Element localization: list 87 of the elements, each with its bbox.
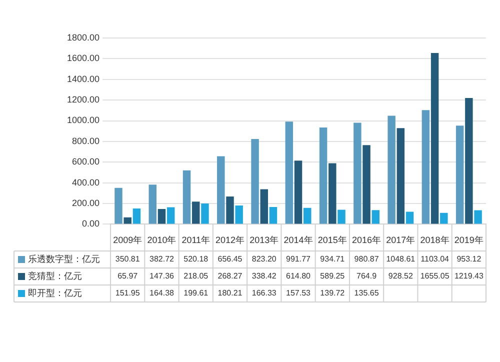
data-label: 589.25	[320, 272, 346, 281]
bar	[182, 170, 191, 224]
data-label: 934.71	[320, 254, 346, 264]
data-label: 147.36	[150, 272, 175, 281]
bar	[328, 163, 336, 224]
data-label: 656.45	[218, 254, 243, 264]
y-tick-label: 600.00	[72, 156, 100, 167]
y-tick-label: 1800.00	[66, 32, 100, 42]
bar	[260, 189, 268, 224]
data-label: 823.20	[252, 254, 277, 264]
y-tick-label: 1400.00	[66, 74, 100, 84]
data-label: 65.97	[118, 272, 138, 281]
bar	[192, 202, 200, 224]
bar	[304, 208, 312, 224]
bar	[440, 212, 448, 224]
bar	[124, 217, 132, 224]
bar	[456, 126, 464, 224]
bar	[269, 206, 278, 224]
data-label: 928.52	[388, 272, 414, 281]
y-tick-label: 1000.00	[66, 115, 100, 126]
bar	[294, 160, 302, 224]
bar	[338, 210, 346, 224]
bar	[148, 184, 156, 224]
bar	[372, 210, 380, 224]
data-label: 1219.43	[454, 272, 484, 281]
x-tick-label: 2011年	[182, 235, 210, 246]
legend-label: 乐透数字型：亿元	[28, 254, 100, 264]
x-tick-label: 2017年	[386, 235, 416, 246]
bar	[166, 207, 175, 224]
x-tick-label: 2019年	[454, 235, 484, 246]
x-tick-label: 2012年	[215, 235, 245, 246]
y-tick-label: 0.00	[82, 218, 100, 229]
y-tick-label: 1200.00	[66, 94, 100, 105]
data-label: 135.65	[354, 288, 380, 298]
x-tick-label: 2016年	[352, 235, 382, 246]
data-label: 164.38	[150, 288, 175, 298]
data-label: 166.33	[252, 288, 277, 298]
y-tick-label: 1600.00	[66, 53, 100, 64]
bar	[406, 212, 414, 224]
x-tick-label: 2018年	[420, 235, 450, 246]
bar	[158, 208, 166, 224]
data-label: 991.77	[286, 254, 312, 264]
bar	[354, 122, 362, 224]
bar	[235, 206, 243, 224]
bar	[201, 204, 209, 224]
bar	[474, 210, 482, 224]
bar	[319, 128, 328, 224]
bar	[285, 122, 294, 224]
data-label: 139.72	[320, 288, 346, 298]
y-tick-label: 200.00	[72, 198, 100, 208]
data-label: 1048.61	[386, 254, 416, 264]
x-tick-label: 2013年	[250, 235, 279, 246]
bar	[430, 52, 439, 224]
data-label: 350.81	[115, 254, 140, 264]
legend-label: 即开型：亿元	[28, 288, 82, 298]
bar	[226, 196, 234, 224]
bar	[217, 156, 225, 224]
x-tick-label: 2009年	[113, 235, 142, 246]
data-label: 764.9	[356, 272, 378, 281]
data-label: 382.72	[150, 254, 175, 264]
bar	[132, 208, 141, 224]
bar	[114, 188, 122, 224]
data-label: 151.95	[115, 288, 140, 298]
bar	[388, 116, 396, 224]
data-label: 1655.05	[420, 272, 450, 281]
data-label: 218.05	[184, 272, 209, 281]
data-label: 338.42	[252, 272, 277, 281]
data-label: 199.61	[184, 288, 209, 298]
y-tick-label: 400.00	[72, 177, 100, 188]
data-label: 180.21	[218, 288, 243, 298]
bar	[362, 145, 370, 224]
data-label: 520.18	[184, 254, 209, 264]
data-label: 1103.04	[420, 254, 450, 264]
legend-label: 竞猜型：亿元	[28, 270, 82, 281]
data-label: 980.87	[354, 254, 380, 264]
x-tick-label: 2015年	[318, 235, 347, 246]
x-tick-label: 2010年	[147, 235, 176, 246]
bar	[396, 128, 405, 224]
y-tick-label: 800.00	[72, 136, 100, 146]
bar	[251, 139, 259, 224]
bar	[465, 98, 473, 224]
data-label: 614.80	[286, 272, 312, 281]
data-label: 953.12	[456, 254, 482, 264]
data-label: 268.27	[218, 272, 243, 281]
x-tick-label: 2014年	[284, 235, 313, 246]
bar	[422, 110, 430, 224]
data-label: 157.53	[286, 288, 312, 298]
